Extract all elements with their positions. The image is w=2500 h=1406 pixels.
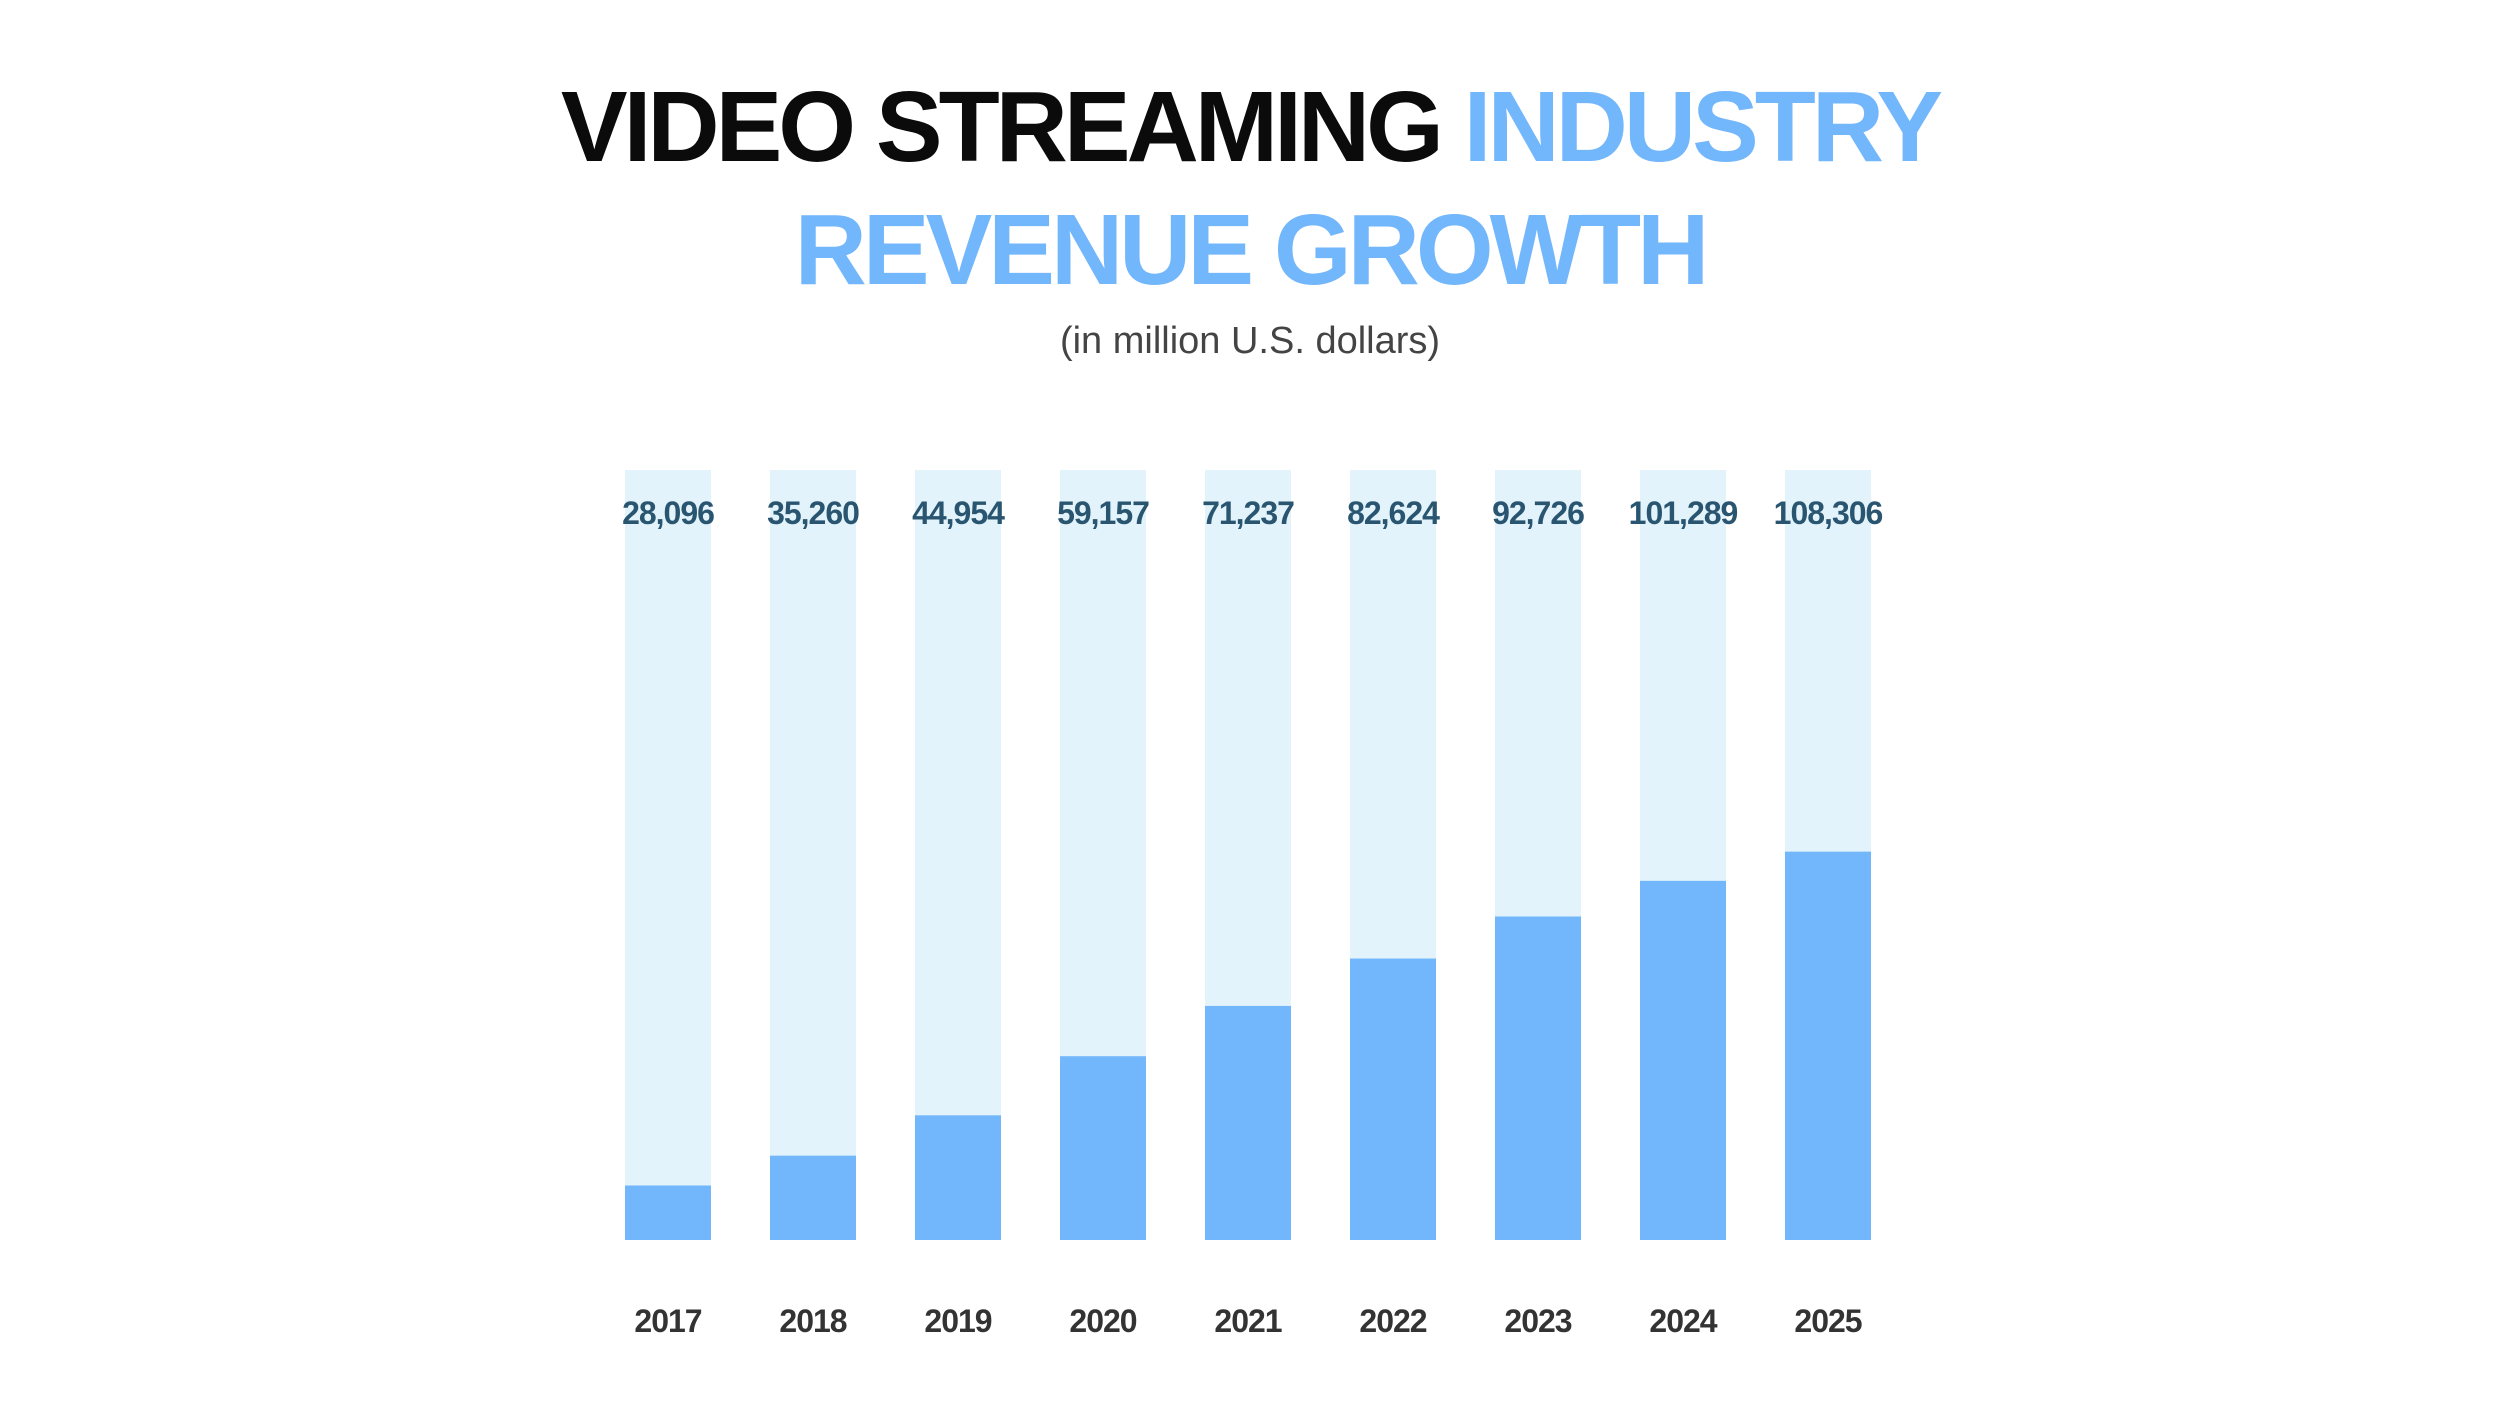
value-label-2018: 35,260 <box>767 495 859 531</box>
year-label-2019: 2019 <box>924 1303 991 1339</box>
value-label-2023: 92,726 <box>1492 495 1584 531</box>
title-part-1: VIDEO STREAMING <box>560 71 1464 183</box>
bars-layer <box>625 470 1871 1240</box>
year-label-2023: 2023 <box>1504 1303 1571 1339</box>
year-label-2025: 2025 <box>1794 1303 1861 1339</box>
bar-track-2019 <box>915 470 1001 1240</box>
value-label-2019: 44,954 <box>912 495 1005 531</box>
value-label-2024: 101,289 <box>1629 495 1738 531</box>
year-label-2020: 2020 <box>1069 1303 1136 1339</box>
value-label-2022: 82,624 <box>1347 495 1440 531</box>
value-label-2021: 71,237 <box>1202 495 1294 531</box>
bar-2020 <box>1060 1056 1146 1240</box>
bar-2017 <box>625 1185 711 1240</box>
value-labels-layer: 28,096 35,260 44,954 59,157 71,237 82,624 92,7… <box>622 495 1883 531</box>
bar-2023 <box>1495 916 1581 1240</box>
title-line-2: REVENUE GROWTH <box>794 194 1710 306</box>
chart-subtitle: (in million U.S. dollars) <box>1059 320 1441 362</box>
bar-track-2018 <box>770 470 856 1240</box>
year-label-2024: 2024 <box>1649 1303 1717 1339</box>
value-label-2025: 108,306 <box>1774 495 1883 531</box>
bar-2024 <box>1640 880 1726 1240</box>
bar-track-2017 <box>625 470 711 1240</box>
bar-2018 <box>770 1155 856 1240</box>
year-label-2018: 2018 <box>779 1303 846 1339</box>
bar-2025 <box>1785 851 1871 1240</box>
value-label-2020: 59,157 <box>1057 495 1149 531</box>
value-label-2017: 28,096 <box>622 495 714 531</box>
bar-2019 <box>915 1115 1001 1240</box>
year-label-2022: 2022 <box>1359 1303 1426 1339</box>
year-label-2017: 2017 <box>634 1303 701 1339</box>
bar-2021 <box>1205 1005 1291 1240</box>
title-line-1: VIDEO STREAMING INDUSTRY <box>0 77 2500 177</box>
title-part-2: INDUSTRY <box>1463 71 1943 183</box>
bar-2022 <box>1350 958 1436 1240</box>
year-labels-layer: 2017 2018 2019 2020 2021 2022 2023 2024 2025 <box>634 1303 1862 1339</box>
year-label-2021: 2021 <box>1214 1303 1281 1339</box>
